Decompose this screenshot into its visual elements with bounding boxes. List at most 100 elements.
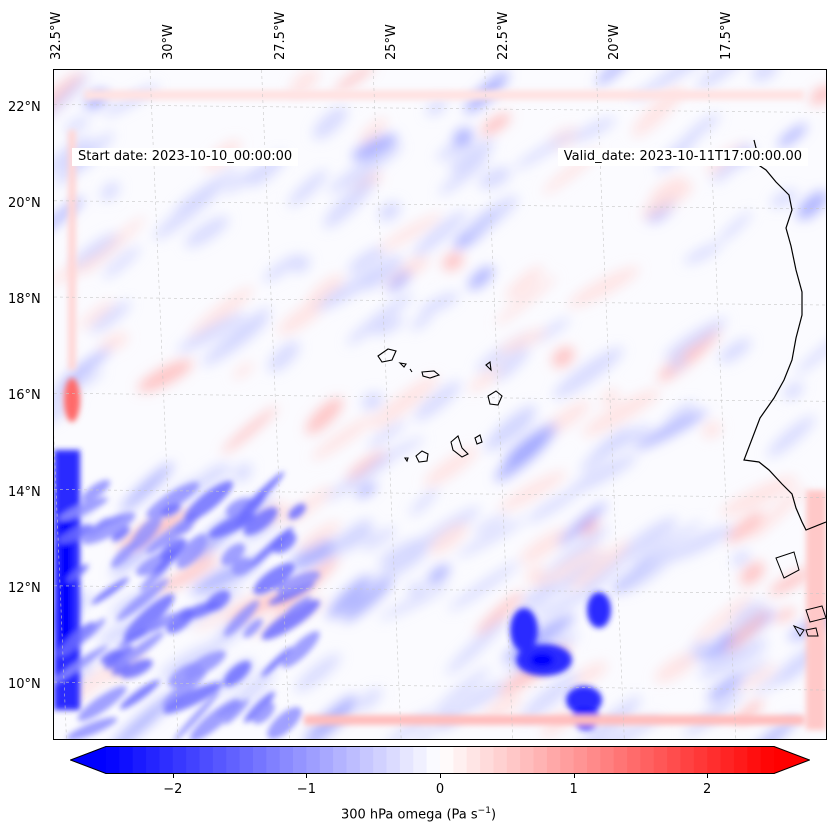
sw-ascent-cell bbox=[174, 518, 194, 535]
omega-anomaly bbox=[553, 347, 624, 399]
omega-anomaly bbox=[731, 550, 750, 566]
omega-anomaly bbox=[774, 608, 796, 622]
colorbar-segment bbox=[493, 746, 508, 774]
colorbar-segment bbox=[440, 746, 454, 774]
omega-anomaly bbox=[453, 128, 473, 147]
omega-anomaly bbox=[573, 696, 642, 739]
omega-anomaly bbox=[428, 522, 468, 555]
omega-anomaly bbox=[413, 210, 467, 257]
sw-ascent-cell bbox=[288, 503, 306, 520]
sw-ascent-cell bbox=[91, 577, 130, 605]
sw-ascent-cell bbox=[272, 531, 297, 554]
colorbar-segment bbox=[413, 746, 428, 774]
colorbar-segment bbox=[252, 746, 267, 774]
omega-anomaly bbox=[334, 70, 375, 92]
omega-anomaly bbox=[649, 176, 686, 204]
omega-anomaly bbox=[316, 267, 384, 311]
colorbar-segment bbox=[132, 746, 147, 774]
cape-verde-island bbox=[421, 370, 441, 379]
omega-anomaly bbox=[479, 167, 511, 189]
cape-verde-island bbox=[487, 390, 503, 406]
colorbar-tickmark bbox=[573, 773, 575, 778]
omega-anomaly bbox=[327, 575, 372, 619]
omega-anomaly bbox=[664, 401, 696, 427]
omega-anomaly bbox=[355, 483, 377, 498]
omega-anomaly bbox=[648, 70, 709, 91]
colorbar-segment bbox=[560, 746, 575, 774]
colorbar-segment bbox=[319, 746, 334, 774]
omega-anomaly bbox=[449, 139, 495, 173]
start-date-label: Start date: 2023-10-10_00:00:00 bbox=[72, 148, 299, 166]
cape-verde-island bbox=[474, 434, 483, 445]
omega-anomaly bbox=[526, 565, 546, 586]
sw-ascent-cell bbox=[111, 526, 130, 542]
omega-anomaly bbox=[298, 521, 341, 552]
sw-ascent-cell bbox=[58, 497, 108, 521]
colorbar-label-text: 300 hPa omega (Pa s bbox=[340, 807, 478, 823]
latitude-label: 22°N bbox=[8, 99, 41, 115]
omega-anomaly bbox=[378, 538, 429, 567]
omega-anomaly bbox=[631, 520, 703, 568]
omega-anomaly bbox=[740, 561, 765, 586]
omega-anomaly bbox=[693, 593, 753, 644]
omega-anomaly bbox=[795, 330, 826, 375]
omega-anomaly bbox=[664, 526, 734, 562]
omega-anomaly bbox=[379, 584, 450, 620]
sw-ascent-cell bbox=[237, 471, 285, 519]
sw-ascent-cell bbox=[120, 659, 153, 679]
cape-verde-island bbox=[450, 435, 469, 458]
omega-anomaly bbox=[370, 375, 439, 429]
omega-anomaly bbox=[54, 73, 90, 121]
omega-anomaly bbox=[717, 211, 753, 244]
omega-anomaly bbox=[537, 544, 604, 589]
omega-anomaly bbox=[305, 274, 344, 308]
sw-ascent-cell bbox=[184, 650, 226, 678]
west-edge-descent bbox=[64, 378, 80, 422]
sw-ascent-cell bbox=[176, 533, 208, 569]
omega-anomaly bbox=[387, 270, 412, 293]
omega-anomaly bbox=[727, 511, 764, 543]
omega-anomaly bbox=[541, 526, 609, 581]
sw-ascent-cell bbox=[100, 649, 124, 664]
colorbar-segment bbox=[653, 746, 668, 774]
sw-ascent-cell bbox=[221, 542, 246, 566]
convective-cell bbox=[510, 608, 538, 652]
omega-anomaly bbox=[751, 70, 779, 82]
cape-verde-island bbox=[409, 368, 413, 373]
sw-ascent-cell bbox=[261, 599, 321, 640]
omega-anomaly bbox=[618, 517, 678, 561]
omega-anomaly bbox=[99, 332, 129, 352]
longitude-label: 25°W bbox=[384, 24, 400, 60]
sw-ascent-cell bbox=[66, 564, 89, 583]
omega-anomaly bbox=[439, 155, 489, 195]
omega-anomaly bbox=[569, 454, 637, 493]
parallel-gridline bbox=[54, 585, 826, 595]
omega-anomaly bbox=[98, 621, 135, 646]
colorbar-segment bbox=[346, 746, 361, 774]
omega-anomaly bbox=[325, 457, 393, 501]
omega-anomaly bbox=[809, 85, 826, 105]
omega-anomaly bbox=[499, 470, 567, 512]
omega-anomaly bbox=[669, 354, 687, 371]
colorbar-label-superscript: −1 bbox=[477, 806, 491, 816]
sw-ascent-cell bbox=[253, 562, 295, 595]
colorbar-tick-label: 2 bbox=[703, 782, 712, 797]
colorbar-tickmark bbox=[440, 773, 441, 778]
omega-anomaly bbox=[719, 338, 752, 364]
omega-anomaly bbox=[218, 306, 272, 351]
sw-ascent-cell bbox=[54, 644, 108, 685]
omega-anomaly bbox=[137, 359, 193, 392]
colorbar-extend-high bbox=[774, 746, 810, 774]
sw-ascent-cell bbox=[77, 685, 127, 722]
colorbar-tick-label: −2 bbox=[163, 782, 183, 797]
omega-anomaly bbox=[277, 297, 329, 335]
sw-ascent-cell bbox=[119, 679, 160, 710]
coastlines bbox=[377, 139, 826, 637]
sw-ascent-cell bbox=[66, 717, 118, 739]
omega-anomaly bbox=[465, 195, 519, 237]
longitude-label: 30°W bbox=[161, 24, 177, 60]
north-edge-descent bbox=[84, 90, 804, 100]
longitude-label: 22.5°W bbox=[495, 11, 511, 60]
omega-anomaly bbox=[568, 266, 640, 308]
colorbar-segment bbox=[667, 746, 681, 774]
